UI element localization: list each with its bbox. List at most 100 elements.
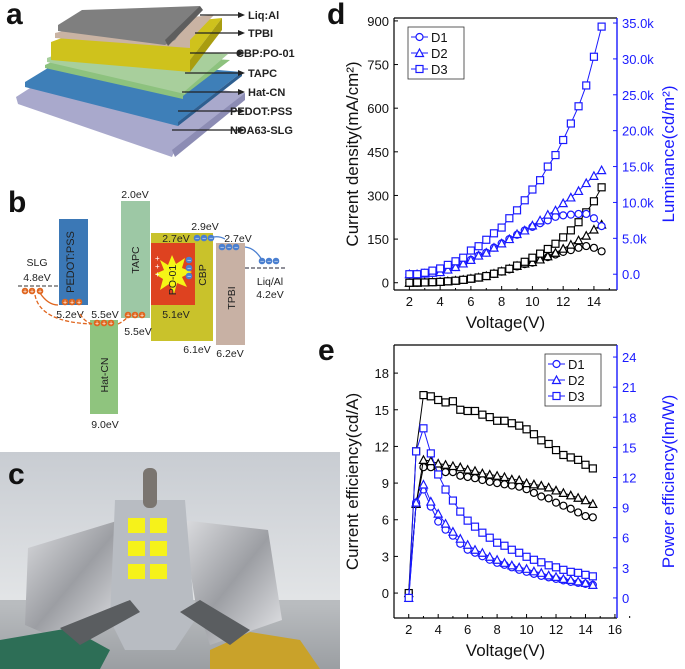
data-point-d3 — [448, 397, 458, 406]
data-point-d2 — [587, 498, 598, 508]
data-point-d2 — [506, 560, 517, 570]
data-point-d2 — [551, 485, 562, 495]
po01-label: PO-01 — [167, 265, 179, 296]
data-point-d2 — [521, 477, 532, 488]
arrowhead-icon — [238, 30, 245, 36]
data-point-d2 — [488, 242, 499, 252]
data-point-d2 — [447, 460, 458, 471]
series-d3-right — [404, 424, 597, 603]
data-point-d3 — [493, 538, 502, 547]
tpbi-block — [216, 243, 245, 345]
data-point-d1 — [574, 243, 583, 252]
x-tick-label: 8 — [493, 622, 500, 637]
data-point-d3 — [507, 545, 516, 554]
data-point-d2 — [458, 258, 469, 268]
data-point-d3 — [420, 268, 429, 277]
data-point-d2 — [470, 544, 481, 554]
hole-sign-icon: + — [95, 321, 99, 328]
data-point-d3 — [485, 412, 494, 422]
panel-c-letter: c — [8, 458, 25, 491]
hole-transfer-arrow — [34, 294, 93, 325]
data-point-d2 — [514, 474, 525, 485]
data-point-d3 — [500, 416, 509, 425]
data-point-d3 — [485, 533, 494, 542]
lit-oled-pixel — [150, 564, 167, 579]
x-tick-label: 4 — [435, 622, 442, 637]
hole-icon — [61, 298, 69, 306]
y-tick-label: 0 — [382, 586, 389, 601]
data-point-d3 — [436, 277, 445, 286]
data-point-d1 — [470, 474, 480, 483]
data-point-d3 — [493, 416, 502, 425]
data-point-d3 — [434, 395, 443, 405]
legend-marker-d3 — [552, 391, 561, 401]
data-point-d2 — [450, 261, 461, 272]
x-tick-label: 10 — [525, 294, 539, 309]
x-tick-label: 8 — [498, 294, 505, 309]
data-point-d3 — [505, 264, 514, 273]
data-point-d3 — [428, 278, 437, 287]
y-tick-label: 150 — [367, 232, 389, 247]
data-point-d3 — [520, 196, 529, 205]
electron-icon — [218, 243, 226, 251]
y-tick-label: 600 — [367, 101, 389, 116]
hole-sign-icon: + — [30, 289, 34, 296]
data-point-d2 — [440, 518, 451, 528]
data-point-d2 — [527, 256, 538, 267]
energy-level-label: 6.2eV — [216, 348, 243, 360]
data-point-d3 — [581, 460, 590, 469]
hole-icon — [107, 319, 115, 327]
data-point-d2 — [484, 469, 495, 479]
data-point-d3 — [528, 253, 537, 262]
hole-icon — [36, 287, 44, 295]
data-point-d3 — [456, 507, 465, 516]
data-point-d3 — [478, 410, 487, 419]
cbp-label: CBP — [197, 264, 209, 286]
slg-label: SLG — [26, 257, 47, 269]
data-point-d1 — [551, 498, 561, 507]
data-point-d3 — [597, 22, 606, 31]
data-point-d2 — [411, 497, 422, 507]
legend-label: D1 — [568, 357, 585, 372]
data-point-d1 — [589, 243, 599, 252]
data-point-d1 — [419, 463, 428, 472]
data-point-d2 — [433, 458, 444, 468]
data-point-d2 — [492, 554, 503, 564]
data-point-d3 — [412, 278, 422, 287]
data-point-d3 — [566, 226, 575, 235]
data-point-d1 — [582, 241, 591, 251]
data-point-d2 — [587, 579, 598, 589]
panel-e-letter: e — [318, 334, 335, 367]
data-point-d3 — [497, 223, 506, 232]
data-point-d2 — [580, 577, 591, 587]
data-point-d2 — [528, 566, 539, 576]
data-point-d3 — [419, 424, 428, 433]
data-point-d3 — [515, 548, 524, 557]
data-point-d2 — [558, 197, 569, 208]
lit-oled-pixel — [150, 541, 167, 556]
data-point-d2 — [542, 250, 553, 261]
data-point-d3 — [574, 218, 583, 227]
data-point-d2 — [455, 461, 466, 472]
data-point-d3 — [474, 242, 483, 251]
left-foil-electrode — [25, 520, 125, 640]
y2-tick-label: 24 — [622, 350, 636, 365]
data-point-d2 — [440, 459, 451, 469]
data-point-d3 — [426, 449, 435, 458]
data-point-d2 — [535, 254, 546, 264]
layer-label: Liq:Al — [248, 10, 279, 22]
data-point-d2 — [425, 496, 436, 506]
legend-marker-d2 — [414, 47, 425, 58]
electron-sign-icon: − — [260, 259, 264, 266]
hole-sign-icon: + — [38, 289, 42, 296]
data-point-d2 — [565, 192, 576, 202]
data-point-d3 — [536, 249, 545, 258]
hole-sign-icon: + — [77, 300, 81, 307]
data-point-d3 — [536, 176, 545, 185]
data-point-d1 — [582, 209, 591, 219]
data-point-d3 — [451, 276, 460, 285]
electron-sign-icon: − — [202, 236, 206, 243]
data-point-d2 — [481, 247, 492, 257]
data-point-d3 — [451, 257, 460, 266]
